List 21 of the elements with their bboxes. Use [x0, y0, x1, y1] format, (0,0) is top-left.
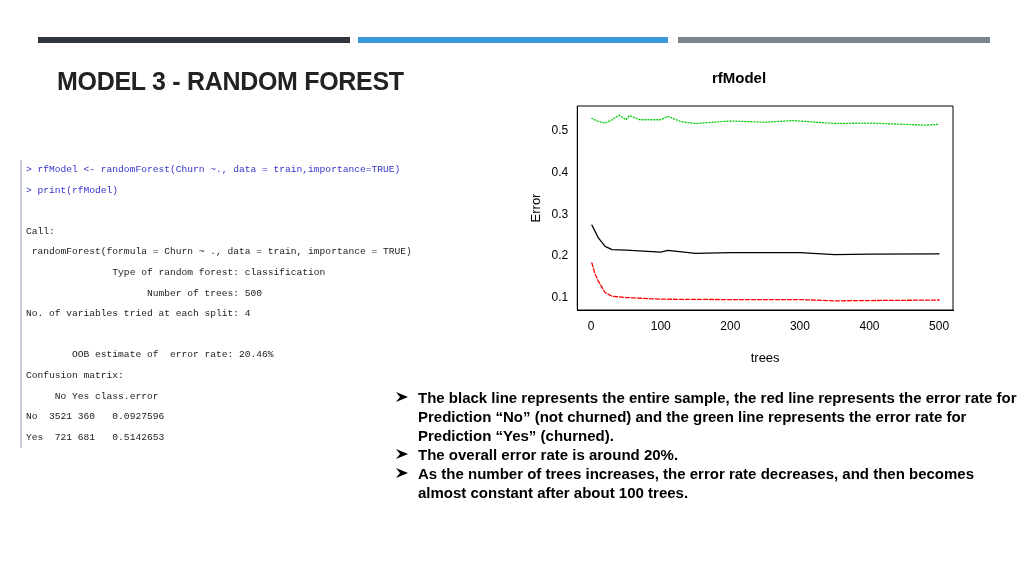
y-tick-label: 0.5 — [551, 123, 569, 138]
line-series — [591, 262, 940, 302]
x-tick-label: 400 — [859, 318, 880, 333]
y-tick-label: 0.1 — [551, 289, 569, 304]
text: The overall error rate is around 20%. — [418, 445, 679, 464]
chart-title: rfModel — [711, 69, 767, 87]
x-tick-label: 100 — [650, 318, 672, 333]
x-tick-label: 300 — [789, 318, 811, 333]
x-tick-label: 500 — [929, 318, 950, 333]
y-axis-title: Error — [528, 192, 544, 223]
x-tick-label: 200 — [720, 318, 741, 333]
text: The black line represents the entire sample, the red line represents the error rate for Prediction “No” (not churned) and the green line represents the error rate for Prediction “Yes” (churned). — [418, 388, 1018, 445]
y-tick-label: 0.4 — [551, 164, 569, 179]
text: As the number of trees increases, the error rate decreases, and then becomes almost constant after about 100 trees. — [418, 464, 976, 502]
x-axis-title: trees — [750, 349, 781, 365]
x-tick-label: 0 — [587, 318, 595, 333]
line-series — [591, 114, 940, 126]
text: MODEL 3 - RANDOM FOREST — [57, 67, 404, 96]
y-tick-label: 0.2 — [551, 248, 569, 263]
y-tick-label: 0.3 — [551, 206, 569, 221]
text: > rfModel <- randomForest(Churn ~., data = train,importance=TRUE) > print(rfModel) Call: randomForest(formula = Churn ~ ., data = train, importance = TRUE) Type of random forest: classification Number of trees: 500 No. of variables tried at each split: 4 OOB estimate of error rate: 20.46% Confusion matrix: No Yes class.error No 3521 360 0.0927596 Yes 721 681 0.5142653 — [26, 164, 412, 443]
